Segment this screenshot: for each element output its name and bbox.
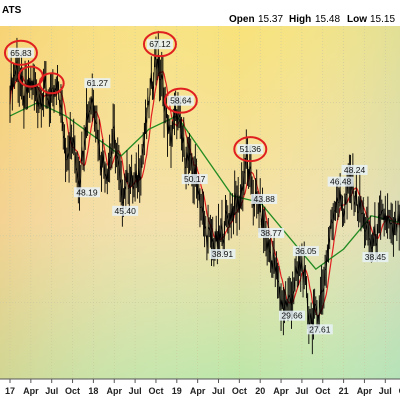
price-annotation-bg <box>237 144 264 155</box>
symbol-fragment: ATS <box>2 5 22 16</box>
x-tick-label: Apr <box>107 386 123 396</box>
high-label: High <box>289 14 311 25</box>
peak-highlight-circle <box>163 87 198 114</box>
header-bar <box>0 0 400 20</box>
price-annotation-label: 46.48 <box>330 177 352 187</box>
price-annotation-label: 36.05 <box>295 246 317 256</box>
price-annotation-label: 27.61 <box>309 324 331 334</box>
x-tick-label: Jul <box>212 386 225 396</box>
price-annotation-label: 50.17 <box>184 174 206 184</box>
price-annotation-label: 48.19 <box>76 187 98 197</box>
price-annotation-bg <box>84 78 111 89</box>
x-tick-label: Jul <box>129 386 142 396</box>
price-annotation-label: 43.88 <box>254 194 276 204</box>
price-annotation-bg <box>306 324 333 335</box>
price-line <box>9 53 400 332</box>
price-annotation-bg <box>279 310 305 321</box>
price-annotation-bg <box>251 193 278 204</box>
x-tick-label: Jul <box>379 386 392 396</box>
price-annotation-bg <box>73 187 100 198</box>
x-tick-label: Oct <box>65 386 80 396</box>
x-tick-label: Apr <box>23 386 39 396</box>
annotation-layer: 65.83 48.19 61.27 45.40 67.12 58.64 50.17 38.91… <box>3 31 389 335</box>
price-annotation-bg <box>167 95 194 106</box>
price-annotation-label: 38.91 <box>212 249 234 259</box>
x-tick-label: Oct <box>148 386 163 396</box>
price-annotation-bg <box>327 176 354 187</box>
peak-highlight-circle <box>3 39 38 66</box>
x-tick-label: 18 <box>88 386 98 396</box>
x-tick-label: Jul <box>295 386 308 396</box>
price-annotation-bg <box>146 39 173 50</box>
peak-highlight-circle <box>142 31 177 58</box>
price-annotation-bg <box>7 47 34 58</box>
x-axis-ticks: 17 Apr Jul Oct 18 Apr Jul Oct 19 Apr Jul Oct 20 Apr Ju… <box>5 379 400 396</box>
price-annotation-bg <box>209 249 236 260</box>
price-annotation-label: 29.66 <box>281 311 303 321</box>
low-value: 15.15 <box>370 14 395 25</box>
price-annotation-bg <box>112 205 139 216</box>
x-tick-label: Oct <box>399 386 400 396</box>
x-tick-label: 21 <box>339 386 349 396</box>
price-annotation-label: 51.36 <box>240 144 262 154</box>
price-annotation-bg <box>362 252 389 263</box>
series-layer <box>9 30 400 355</box>
price-annotation-label: 58.64 <box>170 96 192 106</box>
open-label: Open <box>229 14 255 25</box>
x-tick-label: Oct <box>315 386 330 396</box>
price-annotation-label: 48.24 <box>344 165 366 175</box>
high-value: 15.48 <box>315 14 340 25</box>
x-tick-label: Jul <box>45 386 58 396</box>
x-tick-label: Apr <box>357 386 373 396</box>
low-label: Low <box>347 14 367 25</box>
x-tick-label: 17 <box>5 386 15 396</box>
x-tick-label: 19 <box>172 386 182 396</box>
open-value: 15.37 <box>258 14 283 25</box>
x-tick-label: Apr <box>273 386 289 396</box>
price-annotation-bg <box>292 246 319 257</box>
price-annotation-label: 45.40 <box>115 206 137 216</box>
x-axis-strip <box>0 379 400 400</box>
x-tick-label: 20 <box>255 386 265 396</box>
price-annotation-label: 38.77 <box>261 228 283 238</box>
price-annotation-bg <box>181 174 208 185</box>
price-annotation-bg <box>258 227 285 238</box>
price-annotation-label: 38.45 <box>365 252 387 262</box>
x-tick-label: Oct <box>232 386 247 396</box>
price-annotation-label: 67.12 <box>149 39 171 49</box>
long-moving-average-line <box>9 101 400 270</box>
x-tick-label: Apr <box>190 386 206 396</box>
peak-highlight-circle <box>233 136 268 163</box>
price-annotation-label: 61.27 <box>87 78 109 88</box>
peak-highlight-circle <box>38 72 65 95</box>
price-annotation-bg <box>341 164 368 175</box>
price-annotation-label: 65.83 <box>10 48 32 58</box>
